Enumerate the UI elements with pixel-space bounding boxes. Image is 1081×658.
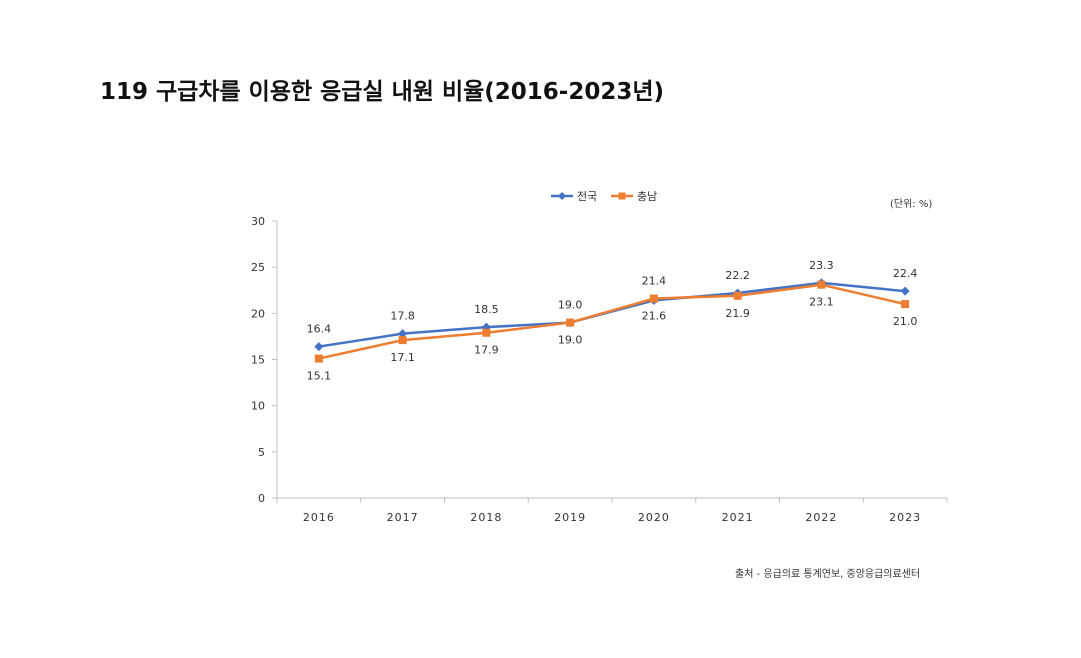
x-tick-label: 2023 bbox=[889, 511, 921, 524]
data-label: 21.9 bbox=[725, 307, 750, 320]
x-tick-label: 2021 bbox=[722, 511, 754, 524]
unit-label: (단위: %) bbox=[890, 199, 933, 210]
data-point-marker bbox=[398, 336, 407, 345]
data-point-marker bbox=[398, 329, 408, 339]
data-label: 21.4 bbox=[642, 274, 667, 287]
x-tick-label: 2019 bbox=[554, 511, 586, 524]
legend-marker bbox=[618, 192, 626, 200]
y-tick-label: 20 bbox=[251, 307, 265, 320]
data-label: 18.5 bbox=[474, 303, 499, 316]
x-tick-label: 2017 bbox=[387, 511, 419, 524]
data-label: 19.0 bbox=[558, 334, 583, 347]
data-label: 21.6 bbox=[642, 310, 667, 323]
data-label: 22.4 bbox=[893, 267, 918, 280]
data-label: 15.1 bbox=[307, 370, 332, 383]
data-point-marker bbox=[901, 300, 910, 309]
legend: 전국 충남 bbox=[551, 190, 657, 203]
legend-label: 충남 bbox=[637, 190, 657, 203]
data-label: 21.0 bbox=[893, 315, 918, 328]
x-axis: 2016 2017 2018 2019 2020 2021 2022 2023 bbox=[276, 497, 948, 524]
y-tick-label: 30 bbox=[251, 215, 265, 228]
data-point-marker bbox=[314, 342, 324, 352]
y-tick-label: 25 bbox=[251, 261, 265, 274]
y-tick-label: 5 bbox=[258, 446, 265, 459]
data-point-marker bbox=[649, 294, 658, 303]
x-tick-label: 2016 bbox=[303, 511, 335, 524]
data-point-marker bbox=[733, 291, 742, 300]
data-label: 17.1 bbox=[390, 351, 415, 364]
y-tick-label: 15 bbox=[251, 354, 265, 367]
legend-item-1: 전국 bbox=[551, 190, 597, 203]
legend-marker bbox=[558, 192, 566, 200]
series-layer bbox=[314, 278, 910, 363]
data-labels: 16.4 17.8 18.5 19.0 21.4 22.2 23.3 22.4 15.1 17.1… bbox=[307, 259, 918, 383]
y-tick-label: 0 bbox=[258, 492, 265, 505]
data-label: 22.2 bbox=[725, 269, 750, 282]
x-tick-label: 2018 bbox=[470, 511, 502, 524]
x-tick-label: 2020 bbox=[638, 511, 670, 524]
data-label: 23.3 bbox=[809, 259, 834, 272]
data-point-marker bbox=[900, 286, 910, 296]
data-label: 17.8 bbox=[390, 310, 415, 323]
data-label: 23.1 bbox=[809, 296, 834, 309]
legend-label: 전국 bbox=[577, 190, 597, 203]
legend-item-2: 충남 bbox=[611, 190, 657, 203]
data-label: 17.9 bbox=[474, 344, 499, 357]
data-point-marker bbox=[566, 318, 575, 327]
series-line-2 bbox=[318, 283, 906, 360]
page-title: 119 구급차를 이용한 응급실 내원 비율(2016-2023년) bbox=[100, 79, 665, 105]
data-label: 19.0 bbox=[558, 299, 583, 312]
data-point-marker bbox=[314, 354, 323, 363]
data-point-marker bbox=[817, 280, 826, 289]
source-note: 출처 - 응급의료 통계연보, 중앙응급의료센터 bbox=[735, 569, 921, 580]
y-tick-label: 10 bbox=[251, 400, 265, 413]
data-point-marker bbox=[482, 328, 491, 337]
y-axis: 0 5 10 15 20 25 30 bbox=[251, 215, 278, 505]
x-tick-label: 2022 bbox=[805, 511, 837, 524]
data-label: 16.4 bbox=[307, 323, 332, 336]
